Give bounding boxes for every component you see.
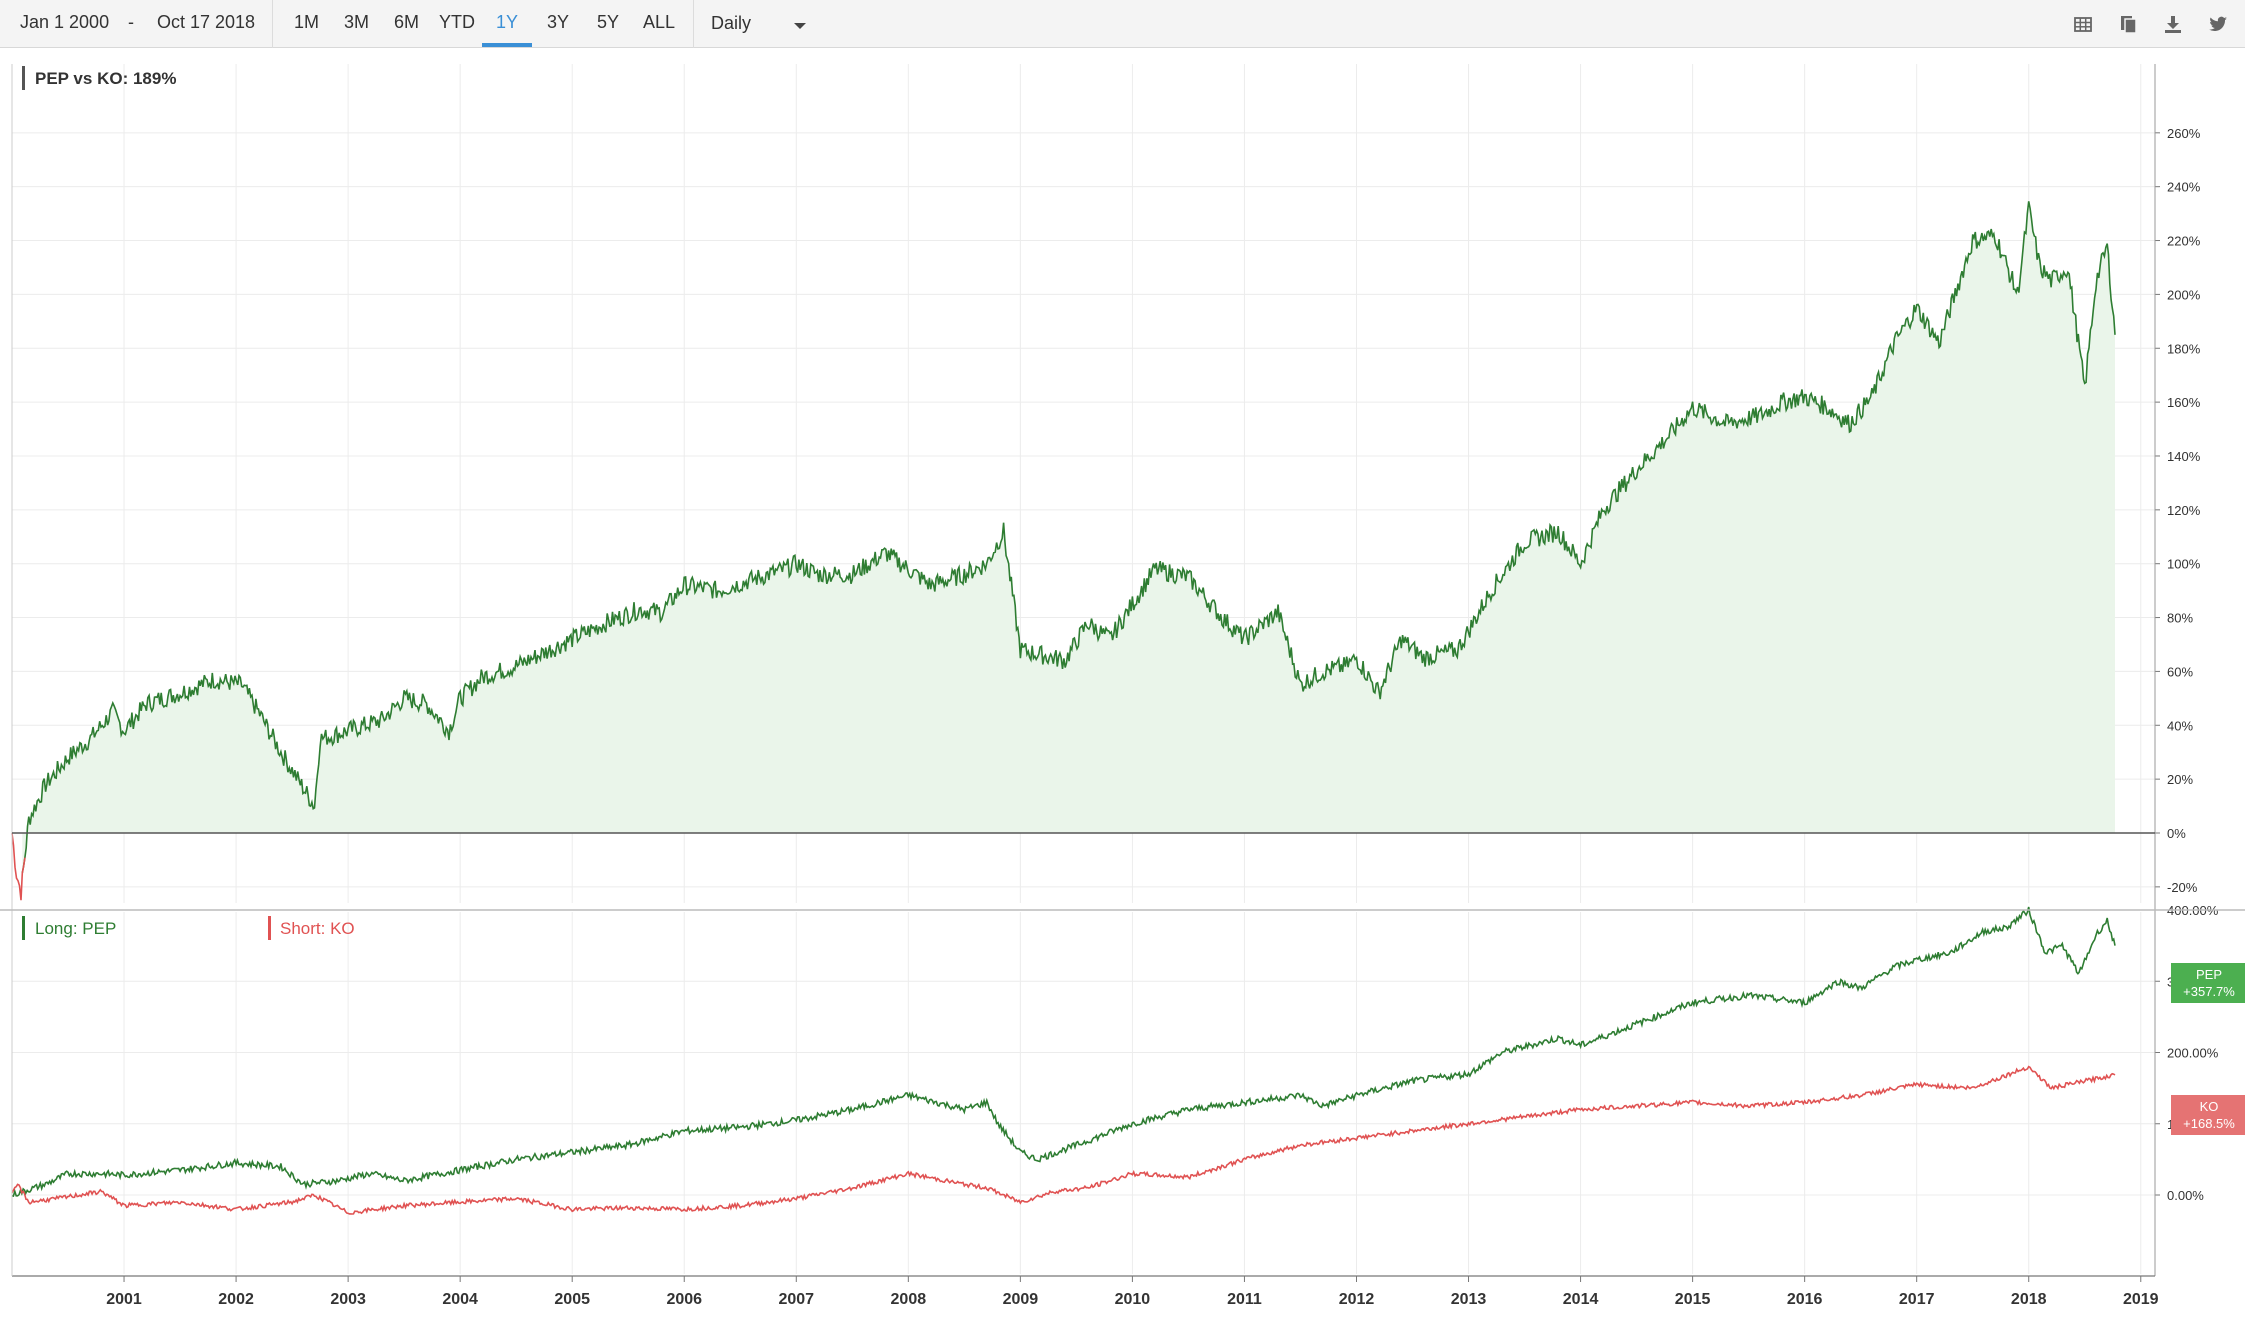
- ko-series-line: [11, 1065, 2116, 1215]
- x-tick-label: 2015: [1675, 1291, 1711, 1308]
- x-tick-label: 2002: [218, 1291, 254, 1308]
- date-to[interactable]: Oct 17 2018: [157, 12, 256, 32]
- y-tick-label: 160%: [2167, 395, 2201, 410]
- x-tick-label: 2003: [330, 1291, 366, 1308]
- interval-select[interactable]: Daily: [694, 6, 820, 42]
- top-panel-title: PEP vs KO: 189%: [35, 69, 176, 88]
- range-3m-button[interactable]: 3M: [344, 12, 370, 32]
- range-3y-button[interactable]: 3Y: [547, 12, 570, 32]
- y-tick-label: 40%: [2167, 718, 2193, 733]
- ko-value-badge: KO +168.5%: [2171, 1095, 2245, 1135]
- y-tick-label: 120%: [2167, 503, 2201, 518]
- y-tick-label: 60%: [2167, 664, 2193, 679]
- x-tick-label: 2012: [1339, 1291, 1375, 1308]
- x-tick-label: 2011: [1227, 1291, 1262, 1308]
- chart-canvas: 2001 2002 2003 2004 2005 2006 2007 2008 2009 2010…: [0, 64, 2245, 1308]
- short-legend-label: Short: KO: [280, 919, 355, 938]
- pep-vs-ko-negative-line: [11, 833, 26, 901]
- range-ytd-button[interactable]: YTD: [439, 12, 475, 32]
- toolbar-divider: [693, 0, 694, 48]
- x-tick-label: 2004: [442, 1291, 478, 1308]
- top-panel-label-bar: [22, 66, 25, 90]
- range-5y-button[interactable]: 5Y: [597, 12, 620, 32]
- y-tick-label: 220%: [2167, 234, 2201, 249]
- x-tick-label: 2019: [2123, 1291, 2159, 1308]
- y-tick-label: 20%: [2167, 772, 2193, 787]
- range-1m-button[interactable]: 1M: [294, 12, 320, 32]
- toolbar-divider: [272, 0, 273, 48]
- x-tick-label: 2007: [778, 1291, 814, 1308]
- y-tick-label: 80%: [2167, 611, 2193, 626]
- x-tick-label: 2005: [554, 1291, 590, 1308]
- copy-icon[interactable]: [2116, 12, 2140, 36]
- range-6m-button[interactable]: 6M: [394, 12, 420, 32]
- y-tick-label: 180%: [2167, 341, 2201, 356]
- date-from[interactable]: Jan 1 2000: [20, 12, 110, 32]
- ko-badge-value: +168.5%: [2183, 1116, 2235, 1131]
- y-tick-label: 140%: [2167, 449, 2201, 464]
- short-legend-marker: [268, 916, 271, 940]
- chart-axes: 2001 2002 2003 2004 2005 2006 2007 2008 2009 2010…: [0, 64, 2245, 1308]
- range-all-button[interactable]: ALL: [643, 12, 676, 32]
- x-tick-label: 2013: [1451, 1291, 1487, 1308]
- table-icon[interactable]: [2071, 12, 2095, 36]
- y-tick-label: 240%: [2167, 180, 2201, 195]
- pep-vs-ko-line: [21, 201, 2116, 874]
- y-tick-label: -20%: [2167, 880, 2198, 895]
- active-range-indicator: [482, 43, 532, 47]
- date-separator: -: [128, 12, 134, 32]
- x-tick-label: 2014: [1563, 1291, 1599, 1308]
- x-tick-label: 2006: [666, 1291, 702, 1308]
- y-tick-label: 0.00%: [2167, 1188, 2204, 1203]
- twitter-icon[interactable]: [2206, 12, 2230, 36]
- ko-badge-ticker: KO: [2200, 1099, 2219, 1114]
- pep-badge-value: +357.7%: [2183, 984, 2235, 999]
- x-tick-label: 2008: [891, 1291, 927, 1308]
- long-legend-label: Long: PEP: [35, 919, 116, 938]
- x-tick-label: 2010: [1115, 1291, 1151, 1308]
- y-tick-label: 260%: [2167, 126, 2201, 141]
- y-tick-label: 100%: [2167, 557, 2201, 572]
- toolbar: Jan 1 2000 - Oct 17 2018 1M 3M 6M YTD 1Y…: [0, 0, 2245, 48]
- long-legend-marker: [22, 916, 25, 940]
- pep-value-badge: PEP +357.7%: [2171, 963, 2245, 1003]
- y-tick-label: 200%: [2167, 287, 2201, 302]
- y-tick-label: 0%: [2167, 826, 2186, 841]
- x-tick-label: 2009: [1003, 1291, 1039, 1308]
- download-icon[interactable]: [2161, 12, 2185, 36]
- pep-badge-ticker: PEP: [2196, 967, 2222, 982]
- top-panel-marks: [11, 201, 2116, 901]
- pep-series-line: [11, 906, 2116, 1198]
- pep-vs-ko-area: [22, 201, 2115, 874]
- x-tick-label: 2018: [2011, 1291, 2047, 1308]
- interval-select-label: Daily: [711, 13, 752, 33]
- bottom-panel-grid: [12, 909, 2155, 1274]
- range-1y-button[interactable]: 1Y: [496, 12, 519, 32]
- x-tick-label: 2016: [1787, 1291, 1823, 1308]
- x-tick-label: 2001: [106, 1291, 142, 1308]
- chevron-down-icon: [794, 23, 806, 29]
- bottom-panel-marks: [11, 906, 2116, 1215]
- x-tick-label: 2017: [1899, 1291, 1935, 1308]
- y-tick-label: 200.00%: [2167, 1046, 2219, 1061]
